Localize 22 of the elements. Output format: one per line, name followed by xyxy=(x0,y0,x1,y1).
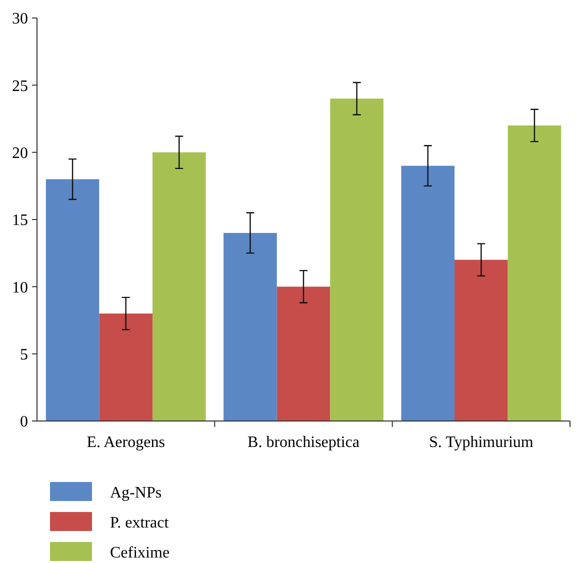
bar xyxy=(454,260,508,421)
bar xyxy=(152,152,206,421)
bar xyxy=(99,314,152,421)
x-tick-label: S. Typhimurium xyxy=(428,434,534,451)
bar xyxy=(330,98,384,421)
bar xyxy=(276,286,330,421)
y-tick-label: 10 xyxy=(12,279,28,296)
bar xyxy=(224,232,277,421)
legend-label: P. extract xyxy=(110,514,170,532)
y-tick-label: 20 xyxy=(12,144,28,162)
x-tick-label: E. Aerogens xyxy=(86,434,165,451)
y-tick-label: 0 xyxy=(20,414,28,431)
bar xyxy=(508,125,562,421)
y-tick-label: 15 xyxy=(12,212,28,230)
x-tick-label: B. bronchiseptica xyxy=(248,434,360,451)
bar xyxy=(46,179,100,421)
legend-label: Cefixime xyxy=(110,544,170,562)
y-tick-label: 25 xyxy=(12,78,28,95)
y-tick-label: 30 xyxy=(12,10,28,28)
y-tick-label: 5 xyxy=(20,346,28,364)
legend-label: Ag-NPs xyxy=(110,484,162,502)
bar xyxy=(401,166,455,421)
